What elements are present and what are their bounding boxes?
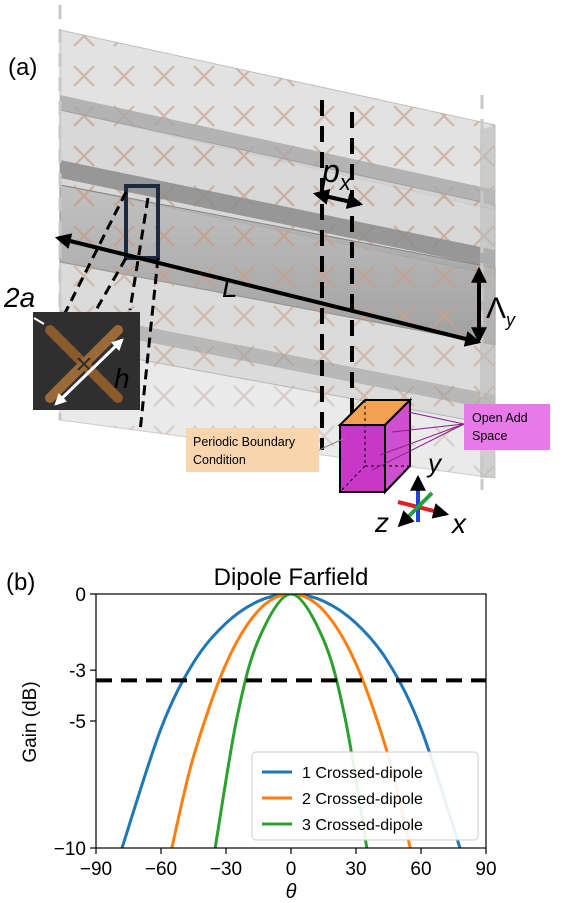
period-x-subscript: x bbox=[339, 170, 352, 195]
panel-a-label: (a) bbox=[8, 54, 37, 81]
boundary-label-box bbox=[186, 428, 319, 472]
width-label: 2a bbox=[3, 282, 35, 313]
series-line-2 bbox=[170, 594, 412, 848]
length-label: L bbox=[222, 272, 238, 303]
axis-z-arrow bbox=[397, 505, 420, 528]
dipole-inset: h bbox=[33, 312, 140, 410]
y-tick-label: -5 bbox=[69, 712, 86, 733]
open-space-label-line-2: Space bbox=[472, 429, 507, 443]
panel-b-label: (b) bbox=[6, 569, 35, 596]
open-space-label-box bbox=[464, 404, 550, 450]
open-space-pointers bbox=[371, 411, 465, 471]
x-tick-label: −30 bbox=[210, 859, 242, 880]
slab-end-face bbox=[480, 125, 495, 478]
zoom-line-3 bbox=[138, 257, 160, 433]
cube-front-face bbox=[339, 424, 386, 493]
period-y-subscript: y bbox=[504, 310, 516, 330]
y-tick-label: -3 bbox=[69, 661, 86, 682]
x-tick-label: −90 bbox=[80, 859, 112, 880]
boundary-pointer bbox=[318, 437, 346, 451]
coordinate-axes: x y z bbox=[374, 448, 467, 539]
x-tick-label: 60 bbox=[410, 859, 431, 880]
axis-z-label: z bbox=[374, 507, 389, 538]
y-tick-label: −10 bbox=[54, 839, 86, 860]
x-tick-label: 30 bbox=[345, 859, 366, 880]
axis-x-back bbox=[397, 500, 419, 509]
series-line-1 bbox=[120, 594, 462, 848]
y-tick-label: 0 bbox=[75, 585, 86, 606]
x-tick-label: 90 bbox=[475, 859, 496, 880]
axis-x-arrow bbox=[417, 503, 450, 519]
panel-a: (a) bbox=[3, 5, 550, 539]
legend-box bbox=[251, 751, 479, 841]
boundary-cube bbox=[337, 397, 413, 495]
series-line-3 bbox=[213, 594, 369, 848]
legend-label-1: 1 Crossed-dipole bbox=[302, 765, 423, 782]
x-tick-label: −60 bbox=[145, 859, 177, 880]
farfield-chart: −90 −60 −30 0 30 60 90 0 -3 -5 −10 1 Crossed-dipole… bbox=[54, 585, 497, 880]
period-x-arrow bbox=[312, 189, 364, 209]
axis-x-label: x bbox=[450, 508, 467, 539]
svg-text:px: px bbox=[321, 153, 352, 195]
chart-title: Dipole Farfield bbox=[214, 564, 369, 591]
svg-text:Λy: Λy bbox=[486, 292, 516, 330]
width-arrow bbox=[33, 317, 45, 325]
boundary-label-line-2: Condition bbox=[193, 453, 246, 467]
h-label: h bbox=[114, 363, 130, 394]
x-axis-label: θ bbox=[286, 881, 297, 903]
zoom-line-2 bbox=[94, 257, 128, 311]
boundary-label: Periodic Boundary bbox=[193, 435, 296, 449]
period-x-label: p bbox=[321, 153, 340, 189]
axis-y-label: y bbox=[426, 448, 443, 478]
zoom-line-4 bbox=[128, 197, 150, 311]
period-y-label: Λ bbox=[486, 292, 506, 325]
cube-hidden-3 bbox=[339, 465, 366, 493]
axis-z-back bbox=[416, 491, 434, 509]
zoom-line-1 bbox=[62, 191, 128, 316]
slab-1-fill bbox=[60, 30, 495, 210]
y-axis-label: Gain (dB) bbox=[20, 681, 41, 762]
panel-b: (b) Dipole Farfield −90 −60 −30 0 30 60 90 0 -3 -… bbox=[6, 564, 497, 903]
length-arrow bbox=[54, 233, 482, 347]
svg-text:Periodic Boundary Conditio: Periodic Boundary Condition bbox=[193, 435, 299, 467]
legend-label-3: 3 Crossed-dipole bbox=[302, 817, 423, 834]
h-arrow bbox=[54, 338, 124, 406]
slab-1-top bbox=[60, 95, 495, 205]
legend-label-2: 2 Crossed-dipole bbox=[302, 791, 423, 808]
x-tick-label: 0 bbox=[286, 859, 297, 880]
